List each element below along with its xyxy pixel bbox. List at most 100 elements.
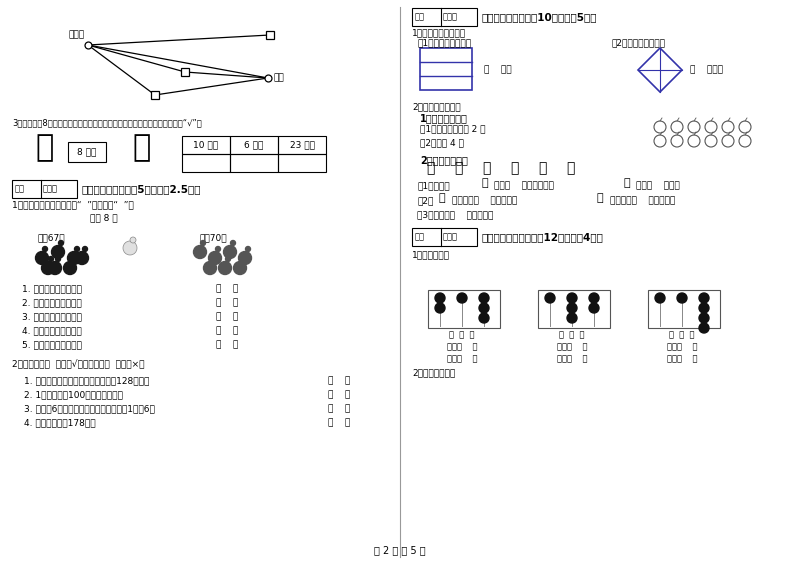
Bar xyxy=(278,136,326,154)
Circle shape xyxy=(589,293,599,303)
Text: 写作（    ）: 写作（ ） xyxy=(446,342,478,351)
Text: 灰兔70只: 灰兔70只 xyxy=(200,233,228,242)
Circle shape xyxy=(67,251,81,264)
Bar xyxy=(182,136,230,154)
Circle shape xyxy=(218,262,231,275)
Text: 写作（    ）: 写作（ ） xyxy=(557,342,587,351)
Text: 1、按要求涂色。: 1、按要求涂色。 xyxy=(420,113,468,123)
Text: 小明家: 小明家 xyxy=(69,30,85,39)
Text: 读作（    ）: 读作（ ） xyxy=(666,354,698,363)
Text: 🍇: 🍇 xyxy=(597,193,603,203)
Circle shape xyxy=(435,293,445,303)
Circle shape xyxy=(545,293,555,303)
Text: （    ）个: （ ）个 xyxy=(484,66,512,75)
Circle shape xyxy=(74,246,79,251)
Text: 评卷人: 评卷人 xyxy=(42,185,58,193)
Text: 🍓: 🍓 xyxy=(624,178,630,188)
Bar xyxy=(230,154,278,172)
Circle shape xyxy=(49,262,62,275)
Bar xyxy=(412,228,477,246)
Circle shape xyxy=(457,293,467,303)
Text: 4. 爸爸的身高有178米。: 4. 爸爸的身高有178米。 xyxy=(24,418,96,427)
Text: 2、按要求填数。: 2、按要求填数。 xyxy=(420,155,468,165)
Text: 五、对与错（本题共5分，每题2.5分）: 五、对与错（本题共5分，每题2.5分） xyxy=(82,184,202,194)
Bar xyxy=(420,48,472,90)
Text: 1、判断下面各题，对的画“  ”，错的画“  ”。: 1、判断下面各题，对的画“ ”，错的画“ ”。 xyxy=(12,200,134,209)
Text: （    ）: （ ） xyxy=(216,312,238,321)
Text: （1）从左数: （1）从左数 xyxy=(417,181,450,190)
Circle shape xyxy=(567,293,577,303)
Text: （    ）: （ ） xyxy=(216,340,238,349)
Text: 百  十  个: 百 十 个 xyxy=(670,330,694,339)
Circle shape xyxy=(479,293,489,303)
Text: 读作（    ）: 读作（ ） xyxy=(446,354,478,363)
Text: 2、正确的在（  ）里面√，错误的在（  ）里面×。: 2、正确的在（ ）里面√，错误的在（ ）里面×。 xyxy=(12,360,145,370)
Circle shape xyxy=(699,313,709,323)
Circle shape xyxy=(567,303,577,313)
Bar xyxy=(266,31,274,39)
Bar xyxy=(12,180,77,198)
Circle shape xyxy=(234,262,246,275)
Text: （    ）: （ ） xyxy=(328,404,350,413)
Circle shape xyxy=(63,262,77,275)
Circle shape xyxy=(55,257,61,262)
Text: （1）从左往右数第 2 个: （1）从左往右数第 2 个 xyxy=(420,124,486,133)
Text: 在第（    ）个。: 在第（ ）个。 xyxy=(636,181,680,190)
Circle shape xyxy=(699,323,709,333)
Text: 23 个。: 23 个。 xyxy=(290,141,314,150)
Text: 得分: 得分 xyxy=(15,185,25,193)
Circle shape xyxy=(42,246,47,251)
Circle shape xyxy=(70,257,75,262)
Text: 10 个。: 10 个。 xyxy=(194,141,218,150)
Text: （2）有几个三角形。: （2）有几个三角形。 xyxy=(612,38,666,47)
Circle shape xyxy=(226,257,230,262)
Text: 读作（    ）: 读作（ ） xyxy=(557,354,587,363)
Text: （1）有几个长方形。: （1）有几个长方形。 xyxy=(417,38,471,47)
Circle shape xyxy=(246,246,250,251)
Circle shape xyxy=(567,313,577,323)
Circle shape xyxy=(230,241,235,246)
Circle shape xyxy=(677,293,687,303)
Text: 🥝: 🥝 xyxy=(566,161,574,175)
Text: 🍐: 🍐 xyxy=(426,161,434,175)
Bar xyxy=(538,290,610,328)
Circle shape xyxy=(51,246,65,259)
Text: 🍑: 🍑 xyxy=(510,161,518,175)
Bar xyxy=(68,142,106,162)
Circle shape xyxy=(655,293,665,303)
Text: 评卷人: 评卷人 xyxy=(442,12,458,21)
Bar xyxy=(182,154,230,172)
Text: 🍎: 🍎 xyxy=(36,133,54,163)
Text: 🍐: 🍐 xyxy=(538,161,546,175)
Circle shape xyxy=(201,241,206,246)
Text: 3、妈妈买来8个苹果，草莓的个数比苹果多得多，草莓可能有多少个？请画“√”）: 3、妈妈买来8个苹果，草莓的个数比苹果多得多，草莓可能有多少个？请画“√”） xyxy=(12,118,202,127)
Text: 的左边有（    ）个水果，: 的左边有（ ）个水果， xyxy=(452,196,518,205)
Circle shape xyxy=(699,303,709,313)
Text: （    ）: （ ） xyxy=(216,326,238,335)
Circle shape xyxy=(49,257,54,262)
Bar xyxy=(412,8,477,26)
Text: 七、看图说话（本题共12分，每题4分）: 七、看图说话（本题共12分，每题4分） xyxy=(482,232,604,242)
Text: 的右边有（    ）个水果。: 的右边有（ ）个水果。 xyxy=(610,196,675,205)
Text: （3）一共有（    ）个水果。: （3）一共有（ ）个水果。 xyxy=(417,210,494,219)
Bar xyxy=(181,68,189,76)
Text: 第 2 页 共 5 页: 第 2 页 共 5 页 xyxy=(374,545,426,555)
Circle shape xyxy=(241,257,246,262)
Text: （2）: （2） xyxy=(417,196,434,205)
Text: 白兔 8 只: 白兔 8 只 xyxy=(90,213,118,222)
Text: 2、看图写算式。: 2、看图写算式。 xyxy=(412,368,455,377)
Circle shape xyxy=(209,251,222,264)
Text: 2. 黑兔比灰兔少得多。: 2. 黑兔比灰兔少得多。 xyxy=(22,298,82,307)
Circle shape xyxy=(194,246,206,259)
Circle shape xyxy=(479,303,489,313)
Circle shape xyxy=(203,262,217,275)
Text: 得分: 得分 xyxy=(415,12,425,21)
Text: 8 个。: 8 个。 xyxy=(78,147,97,157)
Circle shape xyxy=(699,293,709,303)
Text: 5. 黑兔与灰兔差不多。: 5. 黑兔与灰兔差不多。 xyxy=(22,340,82,349)
Text: 2、几个与第几个。: 2、几个与第几个。 xyxy=(412,102,461,111)
Circle shape xyxy=(75,251,89,264)
Circle shape xyxy=(238,251,251,264)
Bar xyxy=(648,290,720,328)
Circle shape xyxy=(82,246,87,251)
